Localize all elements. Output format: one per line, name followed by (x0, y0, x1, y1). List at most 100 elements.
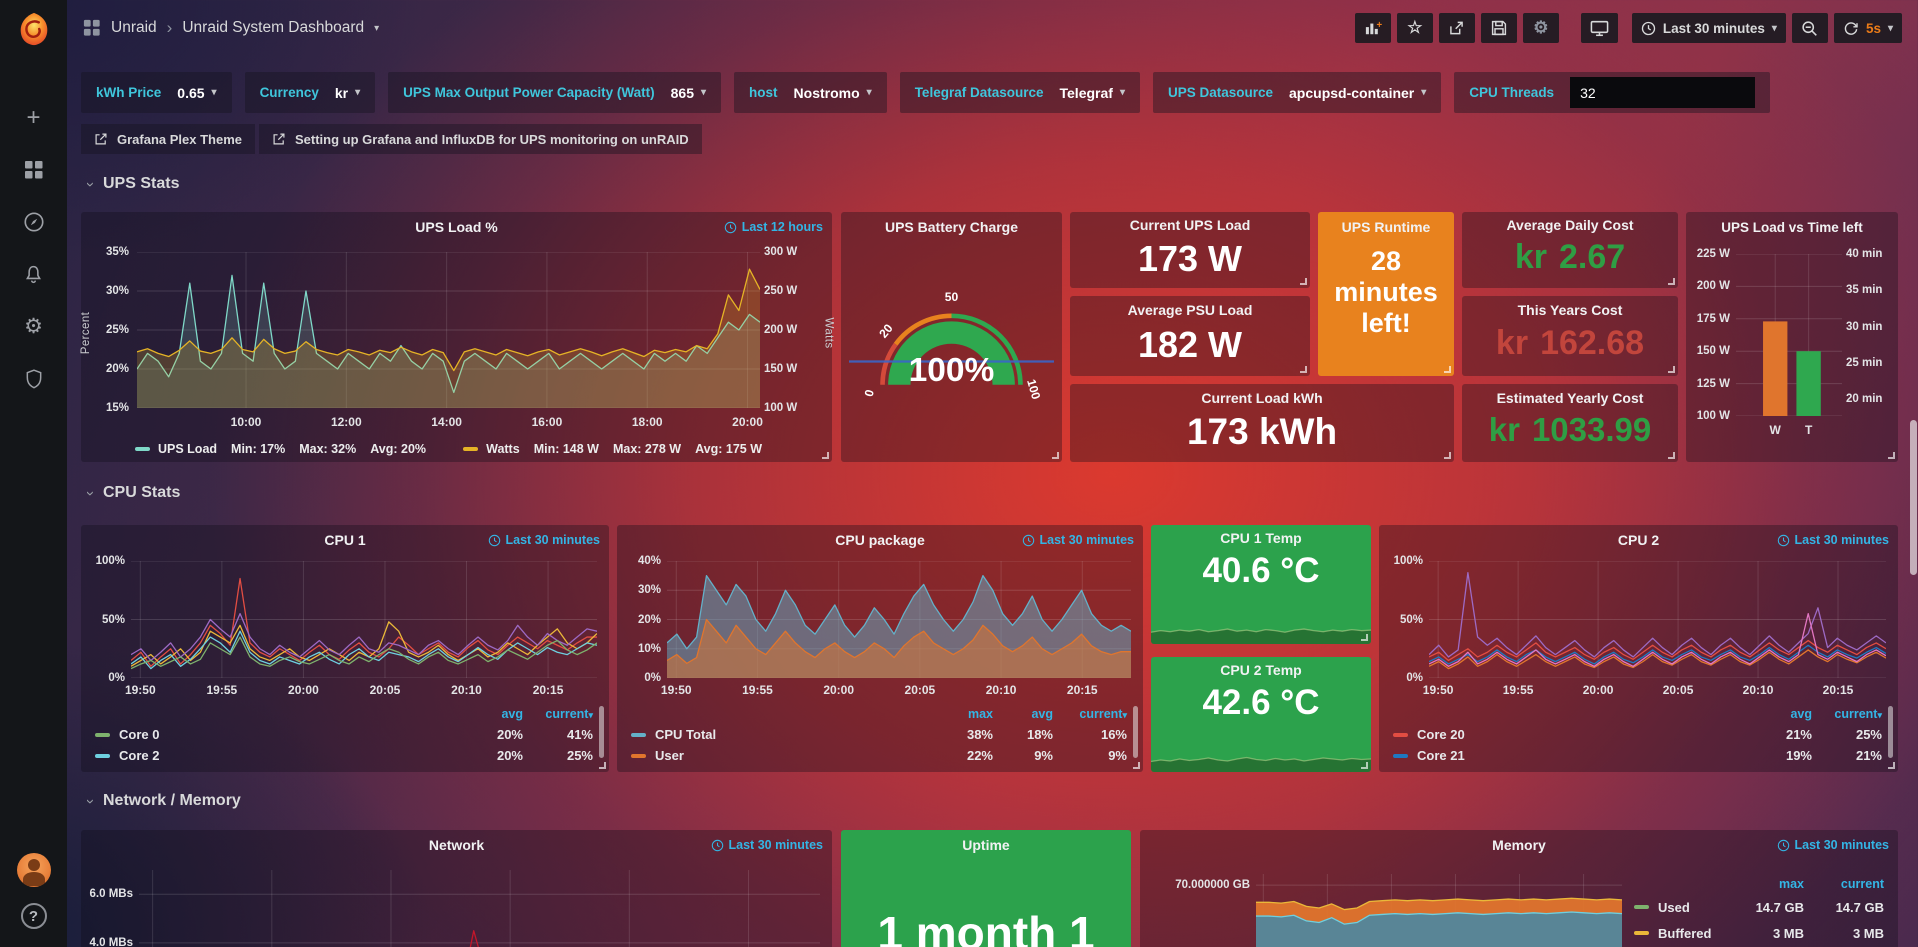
legend-col-avg[interactable]: avg (1790, 707, 1812, 721)
page-scrollbar-thumb[interactable] (1910, 420, 1917, 575)
dashboard-dropdown-caret[interactable]: ▾ (374, 22, 380, 34)
axis-tick: 20% (105, 363, 129, 375)
variable-value-dropdown[interactable]: Nostromo ▾ (793, 84, 872, 101)
panel-title[interactable]: UPS Runtime (1341, 219, 1431, 235)
ups-battery-gauge[interactable]: 0 20 50 100 100% (849, 246, 1054, 436)
panel-title[interactable]: CPU package (835, 532, 925, 548)
panel-resize-handle[interactable] (822, 452, 829, 459)
panel-title[interactable]: Network (428, 837, 485, 853)
panel-title[interactable]: CPU 2 (1617, 532, 1660, 548)
panel-resize-handle[interactable] (1361, 762, 1368, 769)
panel-resize-handle[interactable] (1133, 762, 1140, 769)
panel-resize-handle[interactable] (1888, 762, 1895, 769)
tv-mode-button[interactable] (1580, 13, 1618, 43)
variable-value-dropdown[interactable]: kr ▾ (334, 84, 361, 101)
add-panel-button[interactable]: + (1354, 13, 1391, 43)
panel-title[interactable]: Average PSU Load (1127, 302, 1253, 318)
panel-title[interactable]: Memory (1492, 837, 1546, 853)
panel-resize-handle[interactable] (1668, 366, 1675, 373)
legend-col-current[interactable]: current▾ (1834, 707, 1882, 721)
cpu-threads-input[interactable]: 32 (1570, 77, 1756, 108)
panel-title[interactable]: Average Daily Cost (1506, 217, 1634, 233)
panel-resize-handle[interactable] (1052, 452, 1059, 459)
legend-col-avg[interactable]: avg (1031, 707, 1053, 721)
breadcrumb-folder[interactable]: Unraid (111, 19, 157, 36)
panel-resize-handle[interactable] (1361, 634, 1368, 641)
save-dashboard-button[interactable] (1480, 13, 1517, 43)
x-axis: 19:50 19:55 20:00 20:05 20:10 20:15 (661, 683, 1131, 698)
legend-col-max[interactable]: max (1778, 877, 1804, 891)
panel-title[interactable]: CPU 1 (324, 532, 366, 548)
panel-title[interactable]: Uptime (962, 837, 1010, 853)
panel-title[interactable]: UPS Load vs Time left (1721, 219, 1863, 235)
panel-title[interactable]: Current UPS Load (1129, 217, 1251, 233)
gear-icon: ⚙ (1533, 18, 1549, 37)
configuration-gear-icon[interactable]: ⚙ (24, 314, 43, 338)
dashboards-icon[interactable] (22, 158, 46, 182)
x-axis: 10:00 12:00 14:00 16:00 18:00 20:00 (137, 415, 763, 430)
section-cpu-stats[interactable]: › CPU Stats (82, 484, 181, 501)
variable-value-dropdown[interactable]: Telegraf ▾ (1059, 84, 1125, 101)
grafana-logo[interactable] (0, 0, 67, 58)
legend-series-name[interactable]: Watts (486, 442, 520, 456)
legend-col-avg[interactable]: avg (501, 707, 523, 721)
panel-resize-handle[interactable] (1300, 278, 1307, 285)
panel-title[interactable]: UPS Load % (415, 219, 498, 235)
axis-tick: 200 W (764, 324, 798, 336)
legend-col-current[interactable]: current▾ (545, 707, 593, 721)
panel-resize-handle[interactable] (599, 762, 606, 769)
panel-title[interactable]: UPS Battery Charge (884, 219, 1019, 235)
help-icon[interactable]: ? (20, 903, 47, 929)
panel-time-override: Last 30 minutes (711, 838, 823, 852)
memory-chart[interactable] (1256, 874, 1622, 947)
user-avatar[interactable] (16, 853, 51, 887)
legend-scrollbar[interactable] (599, 706, 604, 758)
panel-resize-handle[interactable] (1444, 366, 1451, 373)
variable-value-dropdown[interactable]: 0.65 ▾ (177, 84, 217, 101)
section-ups-stats[interactable]: › UPS Stats (82, 175, 180, 192)
star-dashboard-button[interactable]: ☆ (1396, 13, 1433, 43)
legend-scrollbar[interactable] (1888, 706, 1893, 758)
share-dashboard-button[interactable] (1438, 13, 1475, 43)
dashboard-settings-button[interactable]: ⚙ (1522, 13, 1559, 43)
time-range-picker[interactable]: Last 30 minutes ▾ (1631, 13, 1786, 43)
legend-scrollbar[interactable] (1133, 706, 1138, 758)
panel-title[interactable]: Current Load kWh (1201, 389, 1323, 406)
axis-tick: 100% (95, 555, 125, 567)
alerting-bell-icon[interactable] (22, 262, 46, 286)
admin-shield-icon[interactable] (22, 366, 46, 390)
legend-col-max[interactable]: max (967, 707, 993, 721)
cpu2-chart[interactable] (1429, 561, 1886, 678)
link-grafana-plex-theme[interactable]: Grafana Plex Theme (81, 124, 255, 154)
section-network-memory[interactable]: › Network / Memory (82, 792, 241, 809)
variable-value-dropdown[interactable]: apcupsd-container ▾ (1289, 84, 1427, 101)
panel-resize-handle[interactable] (1300, 366, 1307, 373)
link-ups-monitoring-guide[interactable]: Setting up Grafana and InfluxDB for UPS … (259, 124, 702, 154)
ups-load-chart[interactable] (137, 252, 760, 408)
variable-value-dropdown[interactable]: 865 ▾ (670, 84, 707, 101)
axis-tick: 40% (637, 555, 661, 567)
panel-resize-handle[interactable] (1444, 452, 1451, 459)
legend-col-current[interactable]: current (1840, 877, 1884, 891)
page-title[interactable]: Unraid System Dashboard (182, 19, 365, 36)
network-chart[interactable] (139, 870, 820, 947)
zoom-out-button[interactable] (1791, 13, 1828, 43)
panel-title[interactable]: CPU 2 Temp (1220, 662, 1302, 678)
legend-series-name[interactable]: UPS Load (158, 442, 218, 456)
ups-bar-chart[interactable] (1736, 254, 1842, 416)
panel-resize-handle[interactable] (1668, 452, 1675, 459)
panel-title[interactable]: This Years Cost (1517, 302, 1623, 318)
panel-title[interactable]: Estimated Yearly Cost (1496, 389, 1644, 406)
legend-col-current[interactable]: current▾ (1079, 707, 1127, 721)
add-icon[interactable]: + (26, 104, 41, 131)
explore-compass-icon[interactable] (22, 210, 46, 234)
cpu1-chart[interactable] (131, 561, 597, 678)
panel-resize-handle[interactable] (1888, 452, 1895, 459)
apps-grid-icon[interactable] (83, 19, 101, 37)
stat-value: 173 kWh (1186, 411, 1338, 452)
panel-title[interactable]: CPU 1 Temp (1220, 530, 1302, 546)
cpu-package-chart[interactable] (667, 561, 1131, 678)
panel-resize-handle[interactable] (1668, 278, 1675, 285)
refresh-picker[interactable]: 5s ▾ (1833, 13, 1902, 43)
axis-tick: 20:10 (451, 683, 482, 697)
